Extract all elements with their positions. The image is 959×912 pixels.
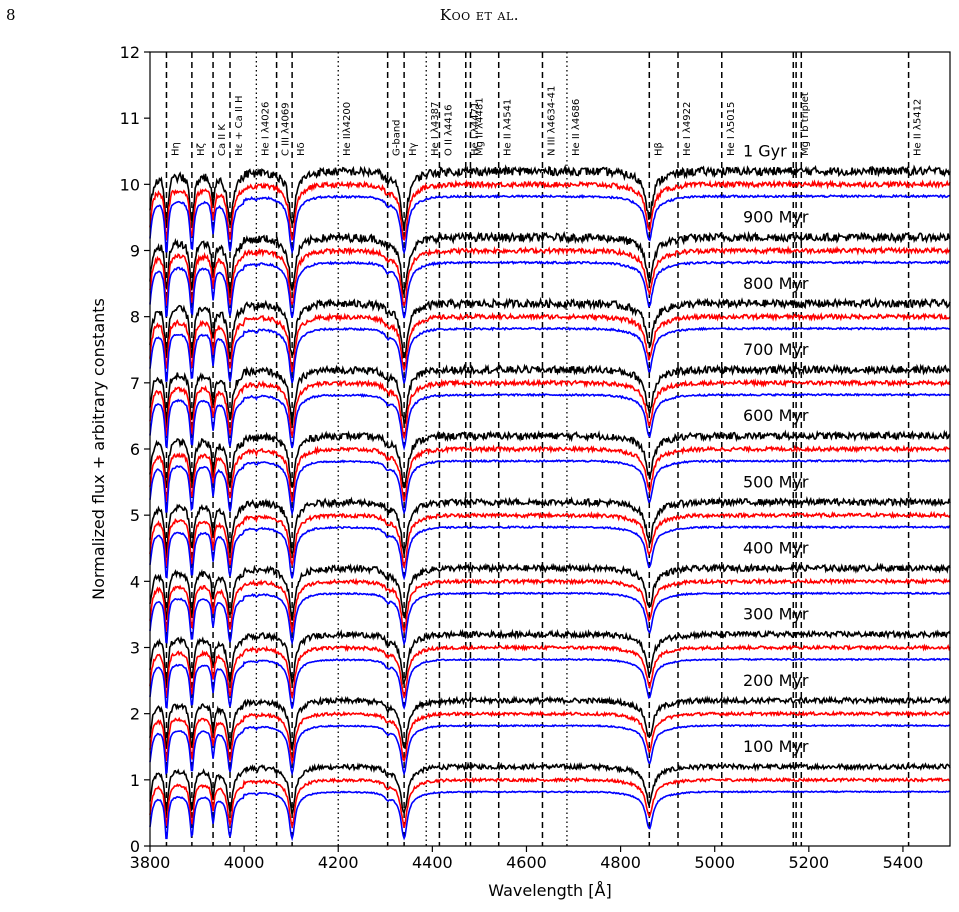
spectrum-9-mid [149, 179, 951, 242]
spectrum-8-bottom [149, 259, 951, 319]
line-label-20: Mg I b triplet [800, 92, 811, 156]
line-labels: Hη Hζ Ca II K Hε + Ca II H He I λ4026 C III λ… [170, 86, 923, 156]
y-tick-label-2: 2 [130, 705, 140, 724]
age-label-2: 300 Myr [743, 605, 809, 624]
line-label-9: Hγ [408, 142, 419, 156]
spectrum-0-mid [149, 776, 951, 830]
line-label-11: O II λ4416 [443, 105, 454, 157]
line-label-18: He I λ4922 [682, 102, 693, 156]
y-tick-label-3: 3 [130, 639, 140, 658]
x-tick-label-7: 5200 [788, 853, 829, 872]
running-head: Koo et al. [439, 6, 520, 24]
x-tick-label-1: 4000 [224, 853, 265, 872]
age-label-1: 200 Myr [743, 671, 809, 690]
line-label-17: Hβ [653, 142, 664, 156]
spectrum-2-bottom [149, 657, 951, 711]
y-tick-label-9: 9 [130, 242, 140, 261]
spectrum-6-bottom [149, 392, 951, 452]
spectrum-3-bottom [149, 591, 951, 647]
spectrum-4-top [149, 495, 951, 556]
y-axis-label: Normalized flux + arbitrary constants [89, 298, 108, 600]
age-label-8: 900 Myr [743, 208, 809, 227]
age-label-7: 800 Myr [743, 274, 809, 293]
y-tick-label-8: 8 [130, 308, 140, 327]
spectrum-4-bottom [149, 524, 951, 581]
x-axis-ticks: 3800 4000 4200 4400 4600 4800 5000 5200 5400 [130, 846, 924, 872]
spectrum-7-mid [149, 311, 951, 373]
y-tick-label-12: 12 [120, 43, 140, 62]
x-axis-label: Wavelength [Å] [488, 881, 611, 900]
spectrum-0-bottom [149, 790, 951, 842]
y-tick-label-11: 11 [120, 109, 140, 128]
x-tick-label-4: 4600 [506, 853, 547, 872]
age-label-9: 1 Gyr [743, 142, 787, 161]
spectrum-9-bottom [149, 193, 951, 255]
line-label-0: Hη [170, 142, 181, 156]
x-tick-label-8: 5400 [883, 853, 924, 872]
spectrum-1-top [149, 695, 950, 753]
age-label-5: 600 Myr [743, 406, 809, 425]
line-label-2: Ca II K [217, 124, 228, 156]
spectra-series [149, 163, 951, 842]
y-tick-label-5: 5 [130, 506, 140, 525]
spectrum-3-top [149, 562, 951, 621]
spectrum-5-bottom [149, 458, 951, 517]
line-label-6: Hδ [296, 142, 307, 156]
y-tick-label-10: 10 [120, 175, 140, 194]
x-tick-label-0: 3800 [130, 853, 171, 872]
spectrum-1-bottom [149, 723, 951, 777]
spectrum-6-mid [149, 378, 951, 441]
spectrum-5-mid [149, 444, 951, 504]
spectrum-8-top [149, 230, 951, 296]
spectrum-0-top [149, 761, 951, 815]
line-label-7: He IIλ4200 [342, 102, 353, 156]
x-tick-label-6: 5000 [694, 853, 735, 872]
spectrum-2-top [149, 628, 951, 688]
line-label-5: C III λ4069 [281, 102, 292, 156]
spectrum-7-bottom [149, 326, 951, 384]
line-label-8: G-band [392, 119, 403, 156]
line-label-15: N III λ4634-41 [546, 86, 557, 156]
age-label-4: 500 Myr [743, 472, 809, 491]
age-label-6: 700 Myr [743, 340, 809, 359]
spectrum-6-top [149, 363, 951, 426]
line-label-12: He I λ4471 [470, 102, 481, 156]
y-tick-label-4: 4 [130, 572, 140, 591]
age-label-3: 400 Myr [743, 539, 809, 558]
y-tick-label-0: 0 [130, 837, 140, 856]
line-label-14: He II λ4541 [503, 99, 514, 156]
spectrum-8-mid [149, 245, 951, 307]
page-number: 8 [6, 6, 16, 24]
line-label-10: He I λ4387 [430, 102, 441, 156]
age-labels: 100 Myr 200 Myr 300 Myr 400 Myr 500 Myr 600 M… [743, 142, 809, 757]
y-tick-label-1: 1 [130, 771, 140, 790]
line-label-16: He II λ4686 [571, 99, 582, 156]
x-tick-label-2: 4200 [318, 853, 359, 872]
line-label-13: Mg II λ4481 [474, 97, 485, 156]
y-tick-label-6: 6 [130, 440, 140, 459]
line-label-3: Hε + Ca II H [234, 95, 245, 156]
line-label-4: He I λ4026 [260, 102, 271, 156]
line-label-21: He II λ5412 [913, 99, 924, 156]
line-label-19: He I λ5015 [726, 102, 737, 156]
spectrum-2-mid [149, 643, 951, 700]
spectrum-9-top [149, 163, 951, 232]
spectrum-1-mid [149, 709, 951, 765]
spectrum-4-mid [149, 510, 951, 570]
spectrum-5-top [149, 429, 951, 489]
x-tick-label-5: 4800 [600, 853, 641, 872]
spectrum-7-top [149, 296, 951, 360]
spectrum-3-mid [149, 577, 951, 634]
line-label-1: Hζ [196, 143, 207, 156]
age-label-0: 100 Myr [743, 737, 809, 756]
x-tick-label-3: 4400 [412, 853, 453, 872]
y-tick-label-7: 7 [130, 374, 140, 393]
